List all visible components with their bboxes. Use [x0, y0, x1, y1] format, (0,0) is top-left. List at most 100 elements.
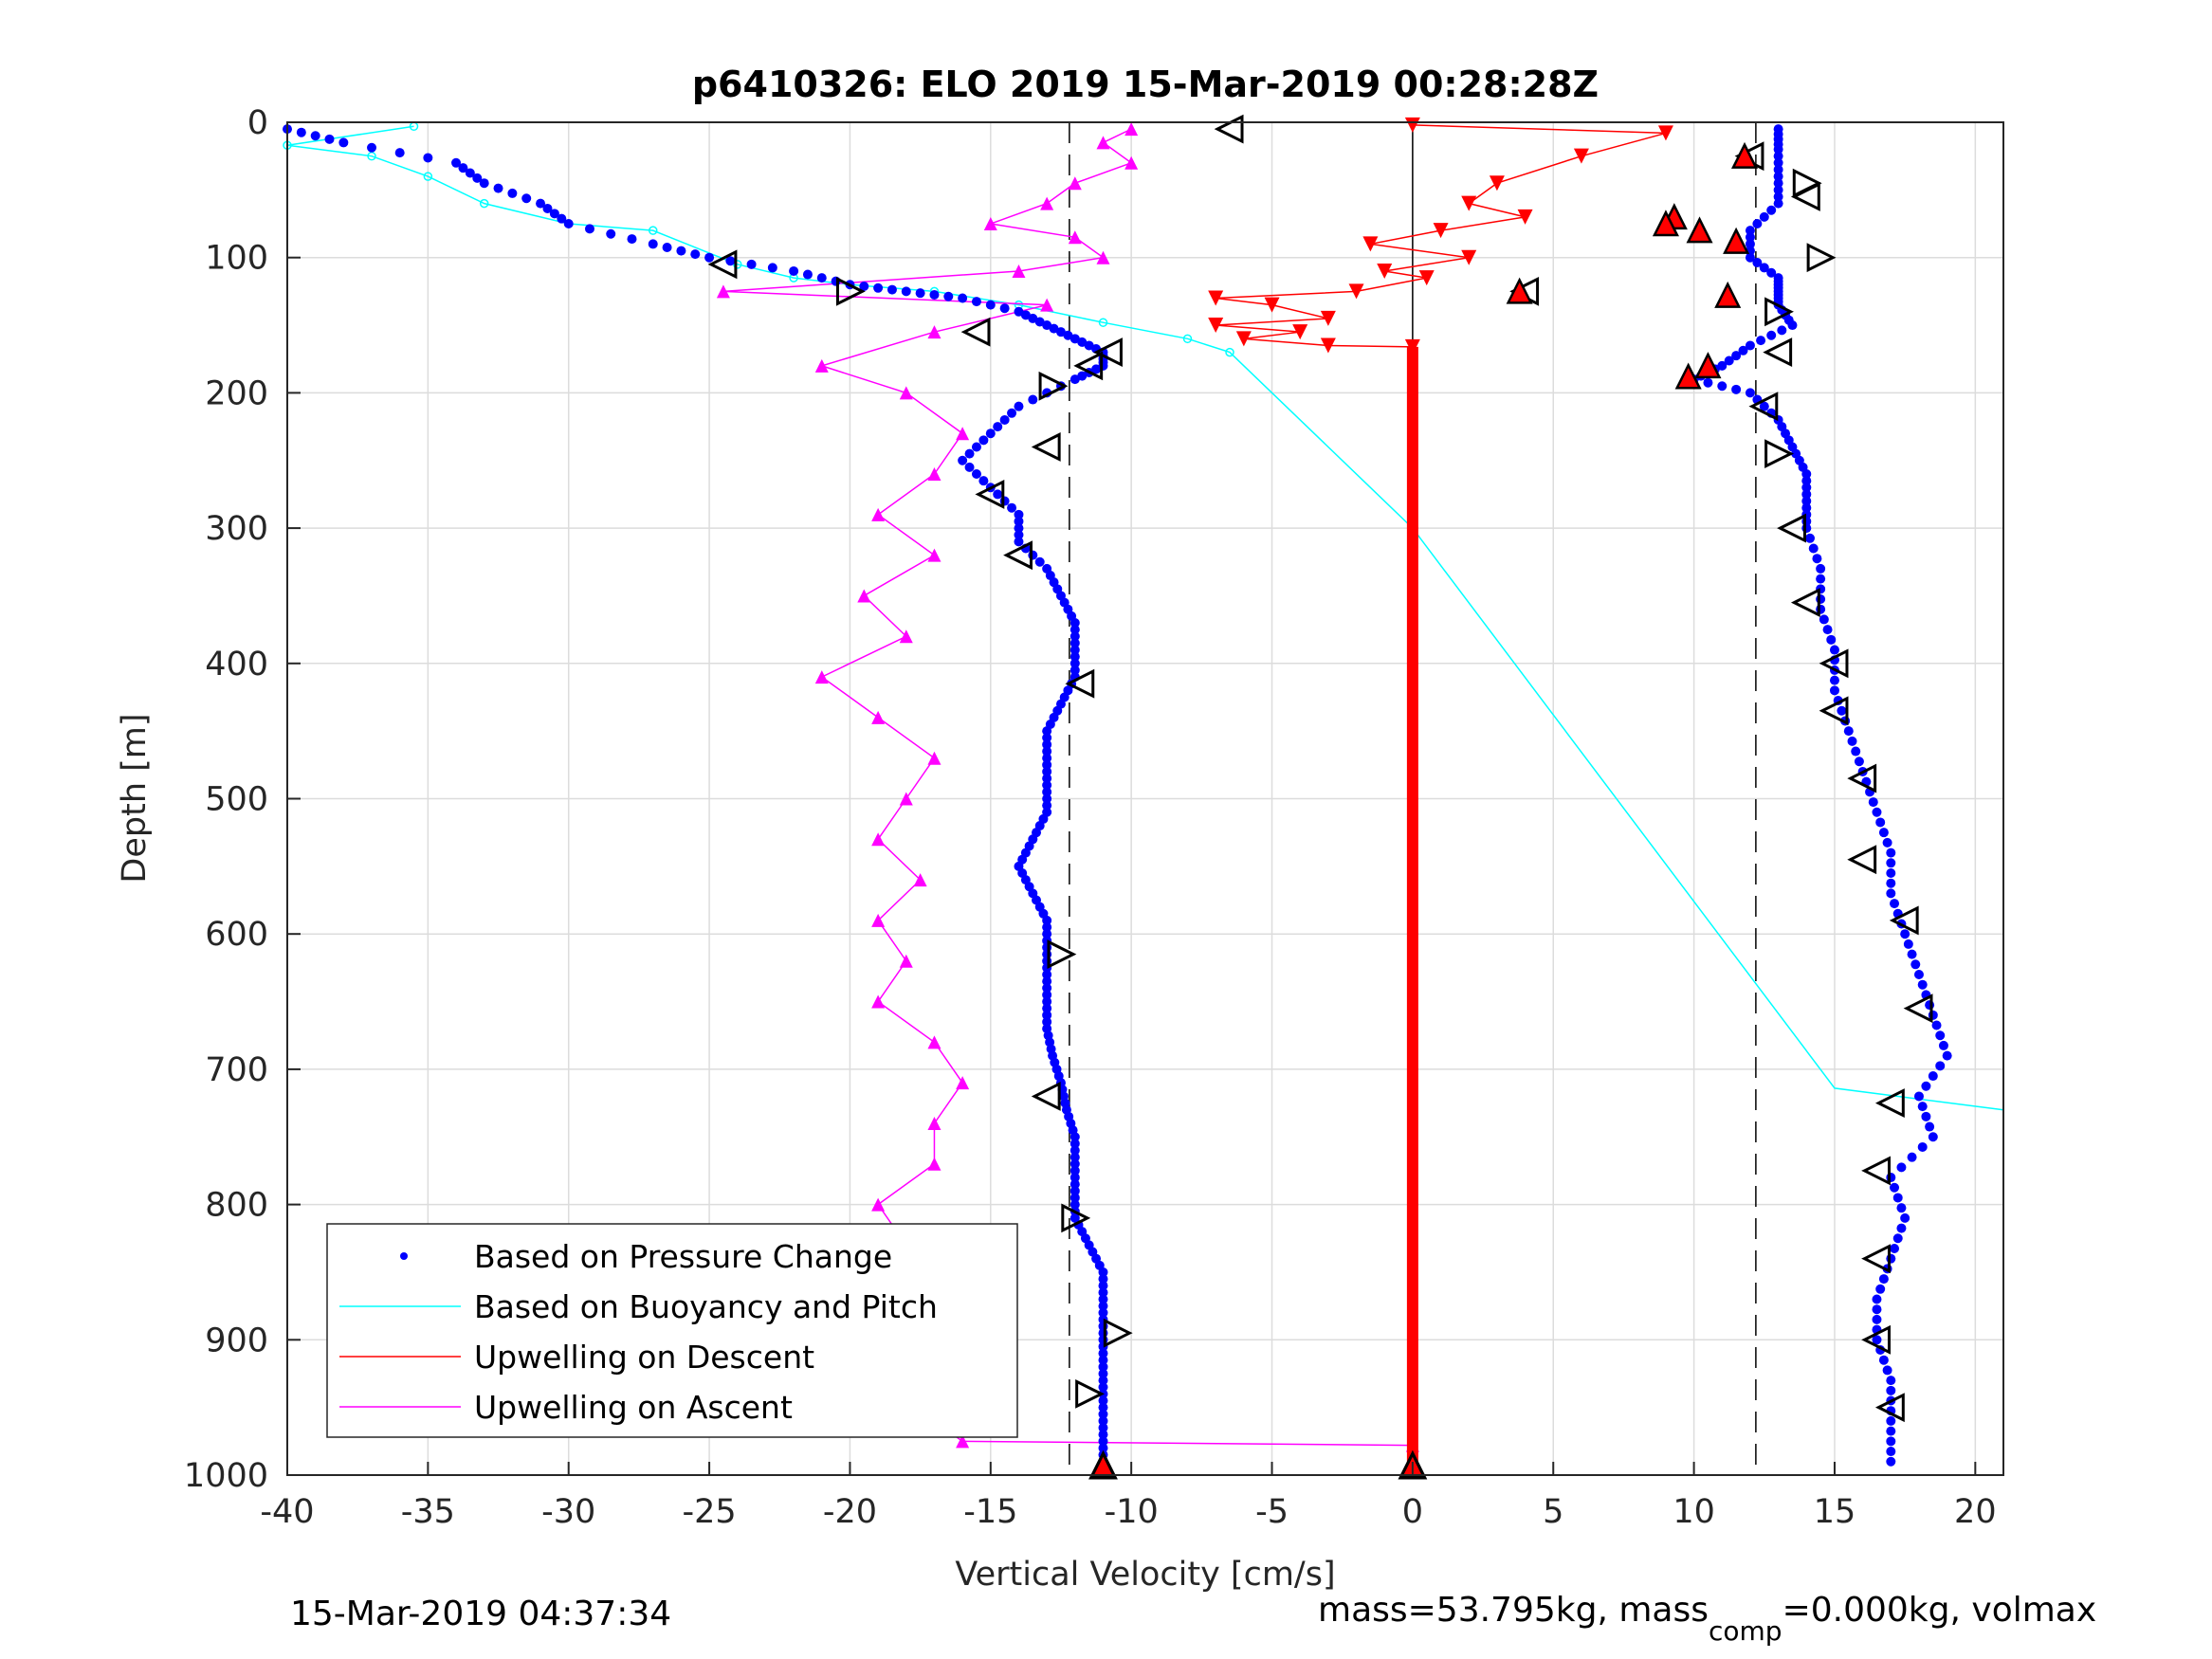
pressure-point	[1900, 1212, 1910, 1223]
pressure-point	[1042, 733, 1052, 743]
upwelling-ascent-point	[927, 548, 941, 562]
pressure-point	[964, 448, 975, 459]
upwelling-ascent-point	[899, 954, 913, 968]
pressure-point	[1098, 1443, 1108, 1453]
pressure-point	[1910, 959, 1921, 970]
turn-marker	[1061, 1203, 1091, 1233]
pressure-point	[964, 462, 975, 472]
turn-marker	[1903, 994, 1933, 1024]
pressure-point	[1703, 377, 1713, 388]
pressure-point	[1098, 1307, 1108, 1318]
pressure-point	[310, 131, 320, 141]
pressure-point	[1913, 1091, 1924, 1102]
pressure-point	[1822, 625, 1833, 635]
upwelling-ascent-point	[1096, 136, 1110, 150]
pressure-point	[1766, 205, 1777, 215]
pressure-point	[1872, 1314, 1882, 1324]
pressure-point	[958, 455, 968, 465]
pressure-point	[746, 259, 757, 269]
y-tick-label: 400	[205, 646, 268, 684]
pressure-point	[1917, 1141, 1928, 1152]
legend-label-descent: Upwelling on Descent	[474, 1339, 814, 1376]
pressure-point	[1745, 340, 1755, 351]
y-axis-label: Depth [m]	[116, 713, 154, 883]
pressure-point	[1042, 780, 1052, 791]
data-series	[283, 114, 2004, 1480]
pressure-point	[1928, 1132, 1938, 1142]
turn-marker	[1790, 182, 1820, 211]
pressure-point	[985, 300, 996, 310]
pressure-point	[1745, 239, 1755, 249]
turn-marker	[975, 479, 1005, 509]
y-tick-label: 0	[247, 104, 268, 142]
pressure-point	[859, 282, 869, 292]
pressure-point	[1942, 1050, 1952, 1061]
pressure-point	[1928, 1071, 1938, 1082]
pressure-point	[1773, 144, 1783, 155]
x-axis-label: Vertical Velocity [cm/s]	[955, 1556, 1335, 1594]
pressure-point	[1098, 1409, 1108, 1419]
upwelling-descent-point	[1404, 117, 1420, 133]
pressure-point	[1826, 634, 1837, 645]
pressure-point	[1069, 631, 1080, 642]
upwelling-descent-line	[1216, 124, 1667, 348]
pressure-point	[1886, 848, 1896, 858]
pressure-point	[1812, 554, 1822, 564]
upwelling-descent-point	[1433, 223, 1449, 239]
pressure-point	[993, 489, 1003, 500]
upwelling-ascent-point	[716, 284, 730, 299]
upwelling-descent-point	[1573, 148, 1589, 164]
turn-marker	[1874, 1393, 1905, 1423]
upwelling-ascent-point	[871, 913, 886, 927]
upwelling-ascent-point	[927, 751, 941, 765]
upwelling-ascent-point	[871, 1197, 886, 1212]
highlight-marker	[1714, 281, 1742, 308]
upwelling-ascent-point	[1124, 155, 1139, 170]
upwelling-ascent-point	[913, 873, 927, 887]
upwelling-descent-point	[1362, 236, 1379, 252]
footer-mass-info: mass=53.795kg, masscomp=0.000kg, volmax	[1318, 1591, 2096, 1647]
upwelling-ascent-point	[1012, 264, 1026, 278]
buoyancy-point	[479, 198, 489, 209]
pressure-point	[296, 127, 306, 137]
pressure-point	[1717, 381, 1728, 392]
pressure-point	[1801, 469, 1812, 480]
pressure-point	[1069, 617, 1080, 628]
pressure-point	[1098, 1274, 1108, 1285]
upwelling-ascent-point	[927, 1157, 941, 1171]
pressure-point	[1042, 320, 1052, 331]
buoyancy-point	[423, 172, 433, 181]
pressure-point	[1069, 1186, 1080, 1196]
pressure-point	[1014, 523, 1024, 534]
pressure-point	[999, 414, 1010, 425]
pressure-point	[1925, 1121, 1935, 1132]
turn-marker	[960, 317, 991, 347]
legend: Based on Pressure Change Based on Buoyan…	[326, 1223, 1018, 1438]
pressure-point	[887, 284, 897, 295]
pressure-point	[1829, 675, 1839, 685]
pressure-point	[1042, 1010, 1052, 1020]
pressure-point	[1787, 320, 1798, 331]
upwelling-descent-point	[1320, 310, 1336, 326]
pressure-point	[1042, 774, 1052, 784]
pressure-point	[1890, 899, 1900, 909]
upwelling-descent-point	[1292, 324, 1308, 340]
pressure-point	[1745, 252, 1755, 263]
pressure-point	[1077, 337, 1088, 347]
pressure-point	[1042, 976, 1052, 987]
pressure-point	[1724, 356, 1734, 366]
pressure-point	[1773, 198, 1783, 209]
pressure-point	[958, 293, 968, 303]
pressure-point	[1896, 1203, 1907, 1213]
upwelling-descent-point	[1461, 249, 1477, 265]
turn-marker	[835, 276, 866, 306]
pressure-point	[1042, 929, 1052, 939]
pressure-point	[1042, 766, 1052, 776]
turn-marker	[1075, 1378, 1106, 1409]
pressure-point	[507, 188, 518, 198]
pressure-point	[1034, 317, 1045, 327]
turn-marker	[1874, 1088, 1905, 1119]
pressure-point	[1069, 625, 1080, 635]
pressure-point	[1042, 746, 1052, 757]
pressure-point	[1801, 502, 1812, 513]
